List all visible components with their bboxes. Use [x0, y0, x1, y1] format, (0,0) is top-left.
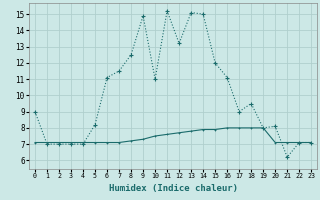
X-axis label: Humidex (Indice chaleur): Humidex (Indice chaleur)	[108, 184, 238, 193]
